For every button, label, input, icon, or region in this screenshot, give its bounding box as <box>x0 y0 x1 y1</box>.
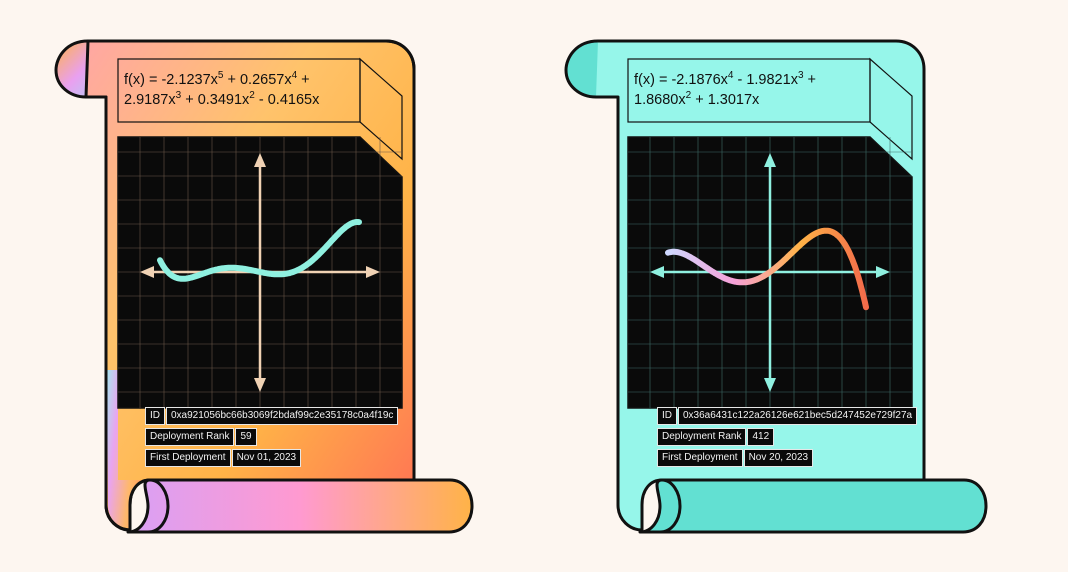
rank-value: 59 <box>235 428 257 446</box>
id-label: ID <box>145 407 165 425</box>
y-axis-arrow-down <box>764 378 776 392</box>
x-axis-arrow-left <box>650 266 664 278</box>
id-row: ID 0xa921056bc66b3069f2bdaf99c2e35178c0a… <box>145 407 399 425</box>
formula-2: f(x) = -2.1876x4 - 1.9821x3 +1.8680x2 + … <box>634 70 817 108</box>
meta-table-2: ID 0x36a6431c122a26126e621bec5d247452e72… <box>657 407 918 470</box>
plot-1 <box>118 137 402 408</box>
function-curve <box>665 227 869 311</box>
deploy-value: Nov 20, 2023 <box>743 449 814 467</box>
rank-value: 412 <box>747 428 775 446</box>
deploy-label: First Deployment <box>145 449 231 467</box>
id-value: 0x36a6431c122a26126e621bec5d247452e729f2… <box>678 407 918 425</box>
rank-row: Deployment Rank 412 <box>657 428 918 446</box>
rank-row: Deployment Rank 59 <box>145 428 399 446</box>
x-axis-arrow-left <box>140 266 154 278</box>
rank-label: Deployment Rank <box>145 428 235 446</box>
y-axis-arrow-up <box>254 153 266 167</box>
id-label: ID <box>657 407 677 425</box>
deploy-label: First Deployment <box>657 449 743 467</box>
deploy-row: First Deployment Nov 01, 2023 <box>145 449 399 467</box>
plot-2 <box>628 137 912 408</box>
rank-label: Deployment Rank <box>657 428 747 446</box>
deploy-value: Nov 01, 2023 <box>231 449 302 467</box>
x-axis-arrow-right <box>366 266 380 278</box>
y-axis-arrow-down <box>254 378 266 392</box>
function-curve <box>157 219 362 282</box>
deploy-row: First Deployment Nov 20, 2023 <box>657 449 918 467</box>
id-value: 0xa921056bc66b3069f2bdaf99c2e35178c0a4f1… <box>166 407 399 425</box>
y-axis-arrow-up <box>764 153 776 167</box>
id-row: ID 0x36a6431c122a26126e621bec5d247452e72… <box>657 407 918 425</box>
formula-1: f(x) = -2.1237x5 + 0.2657x4 +2.9187x3 + … <box>124 70 320 108</box>
meta-table-1: ID 0xa921056bc66b3069f2bdaf99c2e35178c0a… <box>145 407 399 470</box>
x-axis-arrow-right <box>876 266 890 278</box>
